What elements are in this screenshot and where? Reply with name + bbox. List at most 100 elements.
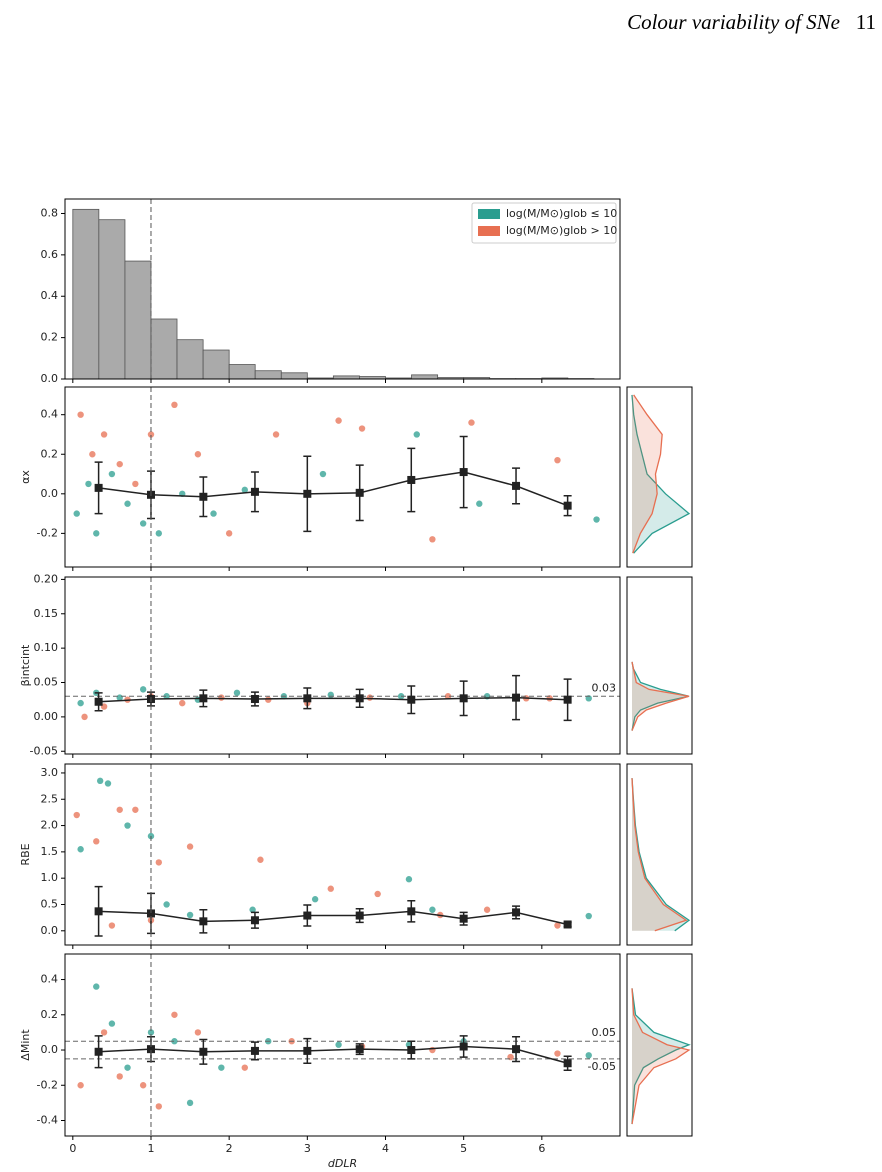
hist-bar bbox=[228, 364, 256, 380]
data-point bbox=[163, 693, 170, 700]
mean-marker bbox=[512, 1045, 521, 1054]
data-point bbox=[104, 780, 112, 787]
data-point bbox=[468, 419, 475, 426]
side-frame bbox=[626, 953, 693, 1137]
data-point bbox=[93, 983, 100, 990]
data-point bbox=[257, 856, 264, 863]
x-tick-label: 3 bbox=[304, 1142, 311, 1155]
data-point bbox=[100, 1029, 108, 1036]
y-tick-label: 0.5 bbox=[41, 897, 59, 910]
mean-marker bbox=[407, 907, 416, 916]
mean-marker bbox=[199, 1047, 208, 1056]
hist-bar bbox=[150, 318, 178, 380]
side-frame bbox=[626, 576, 693, 755]
mean-marker bbox=[303, 489, 312, 498]
data-point bbox=[413, 431, 420, 438]
legend-label: log(M/M⊙)glob ≤ 10 bbox=[506, 207, 617, 220]
reference-label: -0.05 bbox=[588, 1060, 616, 1073]
data-point bbox=[233, 689, 241, 697]
data-point bbox=[116, 460, 123, 468]
data-point bbox=[554, 456, 561, 464]
y-tick-label: 0.4 bbox=[41, 973, 59, 986]
hist-bar bbox=[98, 219, 126, 380]
mean-marker bbox=[94, 697, 103, 706]
mean-line bbox=[98, 910, 568, 926]
kde-area bbox=[632, 394, 689, 554]
data-point bbox=[366, 694, 374, 701]
data-point bbox=[139, 1082, 147, 1089]
y-axis-label: ΔMint bbox=[19, 1029, 32, 1061]
kde-area bbox=[632, 778, 689, 931]
y-tick-label: -0.2 bbox=[37, 526, 58, 539]
y-tick-label: -0.2 bbox=[37, 1078, 58, 1091]
mean-line bbox=[98, 1045, 568, 1064]
axes-frame bbox=[64, 198, 621, 380]
hist-bar bbox=[72, 208, 100, 380]
mean-marker bbox=[146, 1045, 155, 1054]
hist-bar bbox=[176, 339, 204, 380]
data-point bbox=[194, 1029, 202, 1036]
mean-marker bbox=[512, 481, 521, 490]
y-tick-label: 0.10 bbox=[34, 641, 59, 654]
y-tick-label: 0.0 bbox=[41, 924, 59, 937]
data-point bbox=[265, 696, 272, 703]
mean-marker bbox=[563, 920, 572, 929]
data-point bbox=[241, 486, 248, 494]
axes-frame bbox=[64, 576, 621, 755]
data-point bbox=[241, 1064, 248, 1071]
data-point bbox=[93, 530, 100, 537]
data-point bbox=[327, 885, 334, 892]
data-point bbox=[96, 777, 104, 785]
data-point bbox=[171, 401, 178, 409]
y-tick-label: 0.4 bbox=[41, 408, 59, 421]
y-tick-label: 0.0 bbox=[41, 487, 59, 500]
mean-marker bbox=[250, 487, 259, 496]
legend-label: log(M/M⊙)glob > 10 bbox=[506, 224, 617, 237]
data-point bbox=[171, 1011, 178, 1018]
mean-marker bbox=[199, 492, 208, 501]
kde-line bbox=[631, 988, 691, 1125]
mean-marker bbox=[407, 1046, 416, 1055]
y-tick-label: 0.4 bbox=[41, 289, 59, 302]
mean-marker bbox=[250, 1046, 259, 1055]
data-point bbox=[319, 470, 327, 478]
mean-marker bbox=[303, 1046, 312, 1055]
y-tick-label: 0.0 bbox=[41, 1043, 59, 1056]
axes-frame bbox=[64, 763, 621, 946]
data-point bbox=[249, 906, 256, 913]
mean-marker bbox=[459, 1042, 468, 1051]
mean-marker bbox=[563, 501, 572, 510]
x-tick-label: 5 bbox=[460, 1142, 467, 1155]
mean-marker bbox=[146, 909, 155, 918]
kde-area bbox=[632, 988, 689, 1125]
mean-line bbox=[98, 471, 568, 507]
data-point bbox=[77, 846, 84, 853]
data-point bbox=[73, 811, 80, 819]
y-tick-label: 2.0 bbox=[41, 819, 59, 832]
data-point bbox=[163, 901, 170, 908]
data-point bbox=[585, 912, 592, 920]
data-point bbox=[100, 431, 108, 438]
data-point bbox=[194, 451, 202, 458]
y-tick-label: -0.4 bbox=[37, 1113, 58, 1126]
mean-marker bbox=[459, 914, 468, 923]
data-point bbox=[108, 922, 116, 929]
mean-marker bbox=[459, 694, 468, 703]
data-point bbox=[81, 713, 88, 721]
data-point bbox=[124, 822, 131, 829]
data-point bbox=[139, 520, 147, 527]
data-point bbox=[483, 906, 491, 913]
y-tick-label: 1.0 bbox=[41, 871, 59, 884]
data-point bbox=[593, 516, 600, 523]
kde-area bbox=[632, 394, 663, 554]
y-axis-label: βintcint bbox=[19, 644, 32, 686]
x-tick-label: 6 bbox=[538, 1142, 545, 1155]
y-tick-label: 0.00 bbox=[34, 710, 59, 723]
kde-line bbox=[631, 988, 691, 1125]
mean-marker bbox=[355, 911, 364, 920]
y-tick-label: 0.2 bbox=[41, 1008, 59, 1021]
kde-area bbox=[632, 661, 689, 731]
data-point bbox=[218, 694, 225, 701]
data-point bbox=[186, 911, 194, 919]
reference-label: 0.05 bbox=[592, 1026, 617, 1039]
